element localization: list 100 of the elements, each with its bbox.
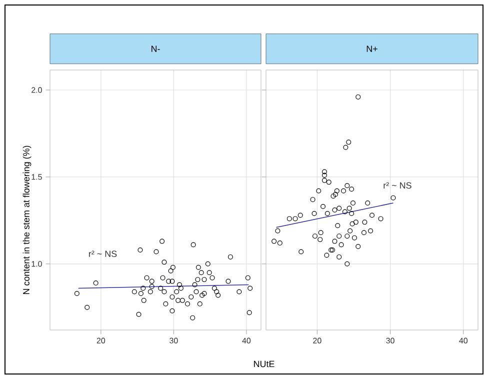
- point: [136, 312, 142, 317]
- point: [168, 268, 174, 274]
- point: [330, 194, 336, 199]
- point: [312, 210, 317, 216]
- point: [84, 304, 90, 310]
- point: [378, 216, 384, 222]
- point: [198, 270, 204, 276]
- point: [162, 260, 167, 265]
- point: [245, 275, 250, 280]
- point: [342, 209, 348, 214]
- point: [320, 204, 326, 210]
- point: [138, 290, 144, 296]
- point: [352, 235, 357, 240]
- point: [170, 308, 175, 314]
- point: [335, 223, 340, 228]
- point: [190, 315, 196, 320]
- annotation: r² ~ NS: [384, 182, 412, 189]
- point: [334, 188, 340, 194]
- point: [149, 284, 154, 290]
- point: [190, 242, 196, 248]
- point: [162, 289, 167, 294]
- point: [141, 298, 146, 303]
- point: [195, 277, 200, 282]
- point: [336, 206, 342, 211]
- point: [298, 212, 303, 218]
- point: [356, 94, 361, 100]
- point: [144, 275, 150, 280]
- point: [341, 188, 346, 194]
- point: [286, 216, 292, 222]
- point: [318, 237, 323, 242]
- point: [298, 249, 304, 254]
- point: [336, 254, 342, 260]
- point: [206, 270, 212, 276]
- point: [214, 289, 220, 294]
- point: [177, 282, 182, 288]
- point: [210, 275, 215, 280]
- point: [148, 289, 153, 294]
- point: [350, 200, 356, 206]
- point: [226, 278, 231, 284]
- point: [322, 178, 327, 183]
- point: [349, 186, 354, 192]
- point: [361, 230, 366, 236]
- point: [277, 240, 282, 246]
- point: [344, 234, 350, 239]
- point: [216, 292, 221, 298]
- point: [368, 228, 374, 234]
- point: [192, 282, 198, 288]
- point: [338, 242, 344, 248]
- point: [316, 188, 322, 194]
- point: [318, 230, 324, 236]
- point: [324, 210, 330, 216]
- x-axis-title: NUtE: [254, 360, 274, 368]
- point: [310, 197, 316, 202]
- point: [166, 278, 172, 284]
- point: [170, 294, 175, 300]
- point: [180, 298, 185, 303]
- point: [246, 310, 252, 316]
- point: [178, 286, 184, 291]
- point: [154, 249, 159, 254]
- point: [170, 264, 176, 270]
- point: [365, 200, 370, 206]
- y-axis-title: N content in the stem at flowering (%): [22, 146, 32, 294]
- point: [158, 286, 164, 291]
- point: [200, 292, 205, 298]
- point: [138, 247, 143, 252]
- point: [324, 252, 330, 258]
- point: [202, 277, 207, 282]
- point: [332, 238, 338, 244]
- point: [346, 140, 352, 145]
- point: [348, 228, 353, 234]
- point: [188, 294, 194, 300]
- chart-title: N+: [366, 46, 378, 52]
- point: [312, 234, 318, 239]
- point: [326, 180, 332, 185]
- point: [149, 278, 154, 284]
- point: [322, 172, 327, 178]
- chart-title: N-: [152, 46, 160, 52]
- point: [248, 286, 253, 291]
- point: [74, 290, 80, 296]
- point: [202, 290, 207, 296]
- annotation: r² ~ NS: [89, 250, 117, 257]
- point: [353, 220, 358, 225]
- point: [160, 238, 165, 244]
- point: [343, 144, 348, 150]
- point: [332, 207, 338, 212]
- point: [170, 278, 175, 284]
- point: [349, 210, 354, 216]
- point: [292, 216, 298, 222]
- point: [356, 244, 361, 250]
- point: [236, 289, 242, 294]
- point: [344, 183, 350, 188]
- point: [194, 289, 199, 294]
- point: [174, 289, 180, 294]
- point: [228, 254, 233, 260]
- point: [93, 280, 98, 286]
- point: [176, 298, 181, 303]
- point: [370, 212, 375, 218]
- point: [350, 221, 355, 226]
- point: [140, 286, 146, 291]
- point: [344, 261, 350, 266]
